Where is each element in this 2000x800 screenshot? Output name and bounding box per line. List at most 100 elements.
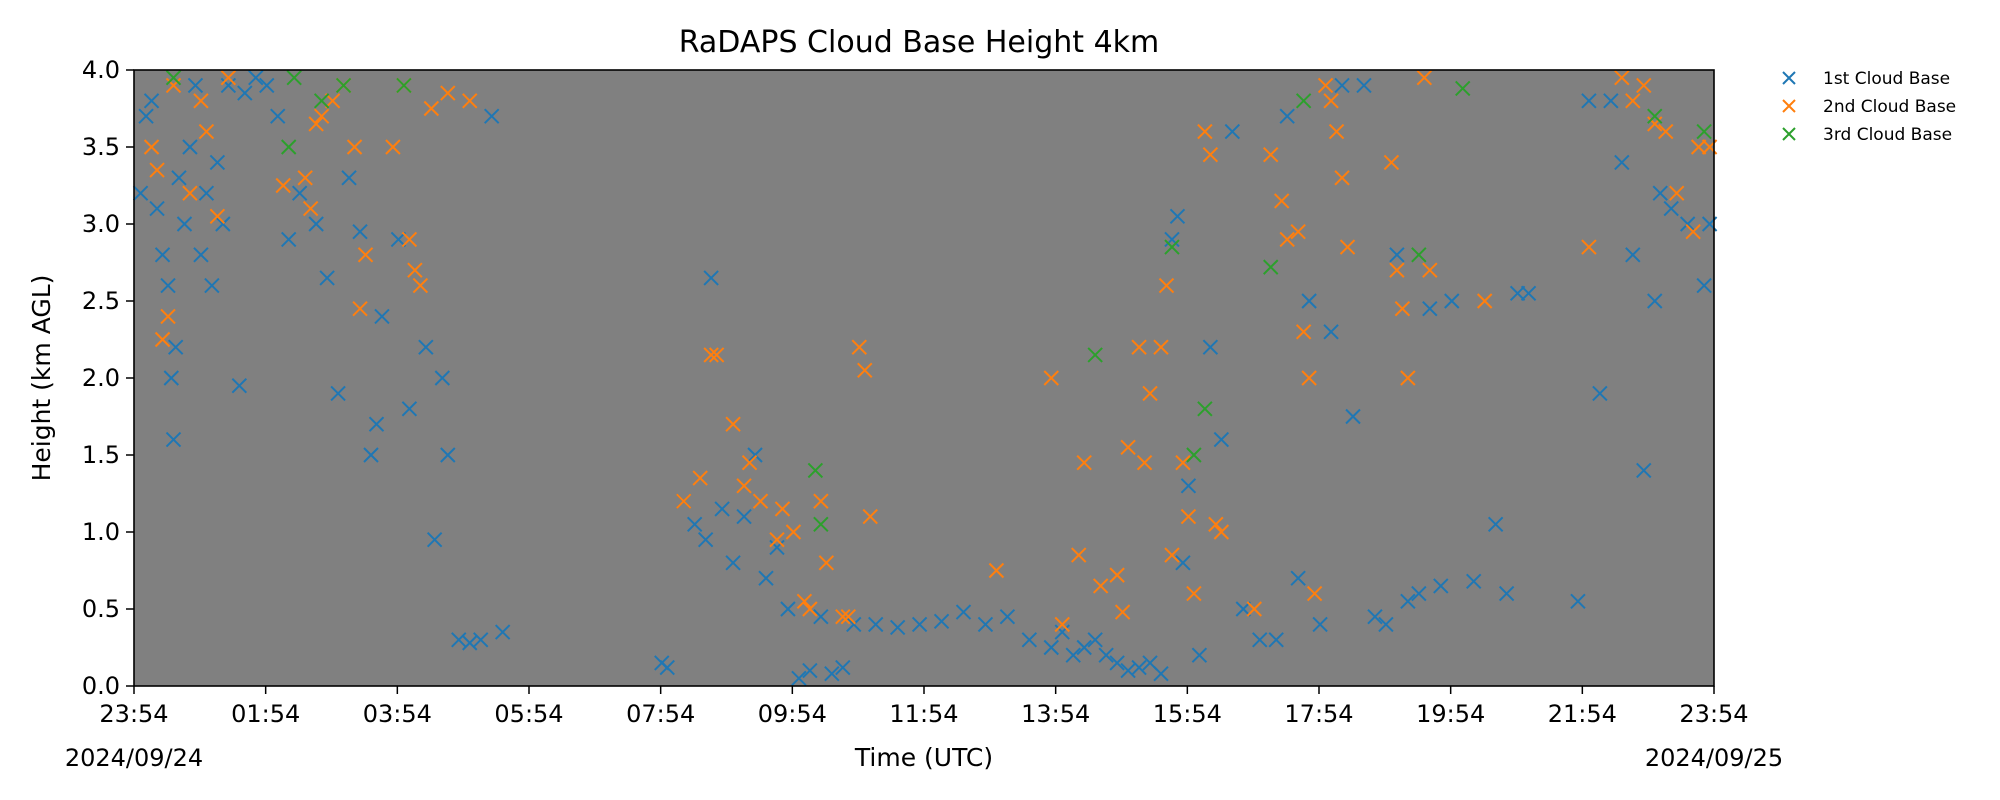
- data-point: [462, 635, 478, 651]
- data-point: [725, 416, 741, 432]
- data-point: [149, 200, 165, 217]
- data-point: [1636, 462, 1652, 479]
- data-point: [1120, 439, 1136, 456]
- data-point: [440, 85, 456, 101]
- data-point: [1087, 347, 1103, 363]
- data-point: [1444, 293, 1460, 309]
- data-point: [1054, 616, 1070, 633]
- data-point: [1273, 193, 1290, 209]
- data-point: [237, 85, 253, 101]
- data-point: [302, 200, 319, 217]
- data-point: [1455, 80, 1471, 97]
- data-point: [780, 601, 796, 617]
- data-point: [494, 624, 511, 640]
- y-tick-label: 0.0: [82, 672, 120, 700]
- data-point: [1317, 77, 1334, 94]
- data-point: [198, 185, 215, 201]
- data-point: [434, 370, 451, 386]
- data-point: [1328, 123, 1345, 140]
- data-point: [220, 77, 237, 94]
- data-point: [281, 231, 297, 248]
- data-point: [692, 470, 708, 486]
- data-point: [182, 139, 198, 155]
- data-point: [248, 69, 264, 86]
- data-point: [1614, 154, 1630, 171]
- data-point: [758, 570, 774, 586]
- data-point: [335, 77, 352, 94]
- data-point: [1668, 185, 1685, 201]
- data-point: [1422, 300, 1438, 317]
- data-point: [440, 447, 456, 463]
- data-point: [813, 608, 829, 625]
- data-point: [396, 77, 412, 94]
- data-point: [1186, 585, 1202, 602]
- data-point: [1246, 601, 1262, 617]
- data-point: [1476, 293, 1493, 309]
- data-point: [204, 277, 220, 294]
- data-point: [401, 231, 418, 248]
- data-point: [736, 508, 752, 525]
- data-point: [911, 616, 928, 633]
- data-point: [1076, 639, 1092, 656]
- data-point: [1076, 454, 1092, 471]
- data-point: [165, 431, 182, 448]
- data-point: [785, 524, 802, 540]
- data-point: [1164, 547, 1180, 563]
- data-point: [1213, 431, 1230, 448]
- data-point: [818, 555, 835, 571]
- data-point: [807, 462, 824, 479]
- data-point: [1180, 478, 1197, 494]
- data-point: [1208, 516, 1224, 533]
- data-point: [1098, 647, 1114, 663]
- data-point: [840, 608, 856, 625]
- y-tick-label: 4.0: [82, 56, 120, 84]
- y-tick-label: 2.0: [82, 364, 120, 392]
- data-point: [281, 139, 297, 155]
- data-point: [933, 613, 950, 630]
- x-tick-label: 19:54: [1416, 700, 1485, 728]
- data-point: [1153, 339, 1169, 355]
- data-point: [286, 69, 302, 86]
- x-tick-label: 23:54: [99, 700, 168, 728]
- data-point: [1592, 385, 1608, 402]
- data-point: [1202, 146, 1219, 163]
- series-3: [165, 69, 1712, 533]
- data-point: [1175, 555, 1191, 571]
- data-point: [999, 608, 1016, 625]
- data-point: [813, 493, 829, 509]
- data-point: [1043, 370, 1059, 386]
- data-point: [1603, 93, 1619, 109]
- data-point: [143, 139, 160, 155]
- data-point: [1136, 454, 1153, 471]
- data-point: [1581, 239, 1597, 255]
- data-point: [483, 108, 500, 124]
- data-point: [346, 139, 363, 155]
- x-tick-label: 01:54: [231, 700, 300, 728]
- data-point: [1290, 223, 1306, 240]
- y-tick-label: 2.5: [82, 287, 120, 315]
- data-point: [1411, 585, 1427, 602]
- data-point: [1224, 123, 1241, 140]
- y-tick-label: 1.5: [82, 441, 120, 469]
- data-point: [1334, 77, 1350, 94]
- data-point: [193, 247, 209, 263]
- data-point: [1394, 300, 1411, 317]
- data-point: [1263, 259, 1279, 275]
- data-point: [1092, 578, 1109, 594]
- x-axis-label: Time (UTC): [854, 743, 993, 772]
- data-point: [1065, 647, 1081, 663]
- data-point: [1625, 93, 1641, 109]
- legend: 1st Cloud Base 2nd Cloud Base 3rd Cloud Ba…: [1782, 69, 1956, 145]
- data-point: [955, 604, 972, 620]
- data-point: [1323, 93, 1339, 109]
- data-point: [143, 93, 160, 109]
- data-point: [1268, 632, 1284, 648]
- data-point: [1054, 624, 1070, 640]
- data-point: [1339, 239, 1356, 255]
- data-point: [835, 659, 851, 676]
- series-1: [132, 69, 1718, 687]
- legend-label: 2nd Cloud Base: [1823, 97, 1956, 117]
- data-point: [796, 593, 813, 610]
- data-point: [1378, 616, 1394, 633]
